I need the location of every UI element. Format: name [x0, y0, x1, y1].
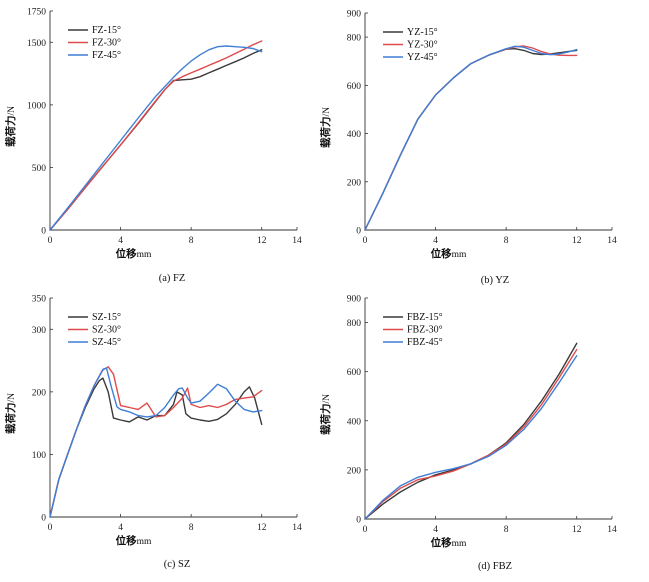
y-tick-label: 200	[347, 466, 362, 476]
y-axis-unit: /N	[7, 393, 17, 403]
legend-entry: FZ-30°	[92, 38, 121, 49]
y-tick-label: 1500	[27, 39, 46, 49]
legend-entry: YZ-45°	[407, 52, 438, 63]
legend-entry: FZ-15°	[92, 25, 121, 36]
y-tick-label: 0	[41, 227, 46, 237]
x-tick-label: 12	[257, 236, 267, 246]
legend-entry: YZ-15°	[407, 27, 438, 38]
series-line-fz-3	[49, 45, 263, 231]
x-tick-label: 8	[189, 523, 194, 533]
y-tick-label: 300	[32, 326, 47, 336]
x-tick-label: 0	[363, 236, 368, 246]
chart-panel-sz: 0 4 8 12 14 0 100 200 300 350 位移mm 载荷力/N SZ-15° SZ-30…	[4, 295, 302, 571]
series-line-yz-3	[364, 45, 578, 231]
legend-entry: FBZ-30°	[407, 325, 443, 336]
series-line-fz-2	[49, 40, 263, 231]
y-axis-title: 载荷力	[319, 117, 332, 149]
series-line-sz-3	[49, 367, 263, 518]
y-tick-label: 600	[347, 368, 362, 378]
series-line-fbz-3	[364, 355, 578, 520]
y-tick-label: 1000	[27, 101, 46, 111]
y-tick-label: 0	[41, 514, 46, 524]
x-tick-label: 8	[504, 525, 509, 535]
y-tick-label: 0	[356, 516, 361, 526]
legend-entry: SZ-15°	[92, 312, 121, 323]
y-tick-label: 900	[347, 10, 362, 20]
x-tick-label: 12	[572, 525, 582, 535]
chart-panel-fz: 0 4 8 12 14 0 500 1000 1500 1750 位移mm 载荷力/N FZ-15° FZ…	[4, 8, 302, 285]
x-axis-unit: mm	[452, 539, 467, 549]
y-axis-title: 载荷力	[319, 404, 332, 436]
series-line-sz-2	[49, 366, 263, 518]
series-line-fbz-2	[364, 348, 578, 520]
x-axis-label: 位移mm	[116, 534, 152, 547]
y-axis-unit: /N	[7, 106, 17, 116]
x-tick-label: 8	[189, 236, 194, 246]
x-tick-label: 4	[118, 523, 123, 533]
y-tick-label: 0	[356, 227, 361, 237]
x-tick-label: 14	[292, 523, 302, 533]
series-line-fz-1	[49, 49, 263, 231]
series-line-sz-1	[49, 377, 263, 518]
y-tick-label: 600	[347, 82, 362, 92]
y-tick-label: 200	[32, 388, 47, 398]
x-tick-label: 4	[118, 236, 123, 246]
y-tick-label: 100	[32, 451, 47, 461]
y-tick-label: 350	[32, 295, 47, 305]
x-tick-label: 12	[257, 523, 267, 533]
x-tick-label: 4	[433, 525, 438, 535]
y-tick-label: 200	[347, 178, 362, 188]
legend-entry: SZ-30°	[92, 325, 121, 336]
y-tick-label: 800	[347, 319, 362, 329]
x-tick-label: 12	[572, 236, 582, 246]
x-axis-label: 位移mm	[431, 536, 467, 549]
x-axis-label: 位移mm	[431, 247, 467, 260]
legend-entry: SZ-45°	[92, 337, 121, 348]
y-tick-label: 500	[32, 164, 47, 174]
x-tick-label: 8	[504, 236, 509, 246]
x-tick-label: 0	[363, 525, 368, 535]
chart-panel-yz: 0 4 8 12 14 0 200 400 600 800 900 位移mm 载荷力/N YZ-15° YZ…	[319, 10, 617, 287]
panel-caption: (b) YZ	[481, 275, 509, 286]
y-tick-label: 800	[347, 34, 362, 44]
series-line-yz-2	[364, 45, 578, 231]
y-axis-label: 载荷力/N	[4, 106, 17, 147]
series-line-fbz-1	[364, 342, 578, 520]
x-tick-label: 4	[433, 236, 438, 246]
x-axis-unit: mm	[137, 250, 152, 260]
y-axis-unit: /N	[322, 394, 332, 404]
y-axis-unit: /N	[322, 107, 332, 117]
x-tick-label: 0	[48, 236, 53, 246]
chart-panel-fbz: 0 4 8 12 14 0 200 400 600 800 900 位移mm 载荷力/N FBZ-15° F…	[319, 295, 617, 573]
x-axis-unit: mm	[452, 250, 467, 260]
x-tick-label: 14	[607, 236, 617, 246]
x-axis-title: 位移	[431, 247, 452, 260]
x-axis-unit: mm	[137, 537, 152, 547]
legend-entry: FBZ-45°	[407, 337, 443, 348]
x-axis-label: 位移mm	[116, 247, 152, 260]
x-tick-label: 14	[292, 236, 302, 246]
y-tick-label: 1750	[27, 8, 46, 18]
legend-entry: YZ-30°	[407, 40, 438, 51]
x-axis-title: 位移	[116, 247, 137, 260]
x-axis-title: 位移	[431, 536, 452, 549]
legend-entry: FBZ-15°	[407, 312, 443, 323]
series-line-yz-1	[364, 48, 578, 231]
panel-caption: (d) FBZ	[478, 561, 512, 572]
y-axis-label: 载荷力/N	[4, 393, 17, 434]
y-tick-label: 900	[347, 295, 362, 305]
panel-caption: (a) FZ	[159, 273, 186, 284]
x-tick-label: 14	[607, 525, 617, 535]
y-axis-title: 载荷力	[4, 403, 17, 435]
x-axis-title: 位移	[116, 534, 137, 547]
legend-entry: FZ-45°	[92, 50, 121, 61]
x-tick-label: 0	[48, 523, 53, 533]
y-tick-label: 400	[347, 417, 362, 427]
y-axis-label: 载荷力/N	[319, 394, 332, 435]
panel-caption: (c) SZ	[164, 559, 191, 570]
y-axis-label: 载荷力/N	[319, 107, 332, 148]
y-tick-label: 400	[347, 130, 362, 140]
y-axis-title: 载荷力	[4, 116, 17, 148]
